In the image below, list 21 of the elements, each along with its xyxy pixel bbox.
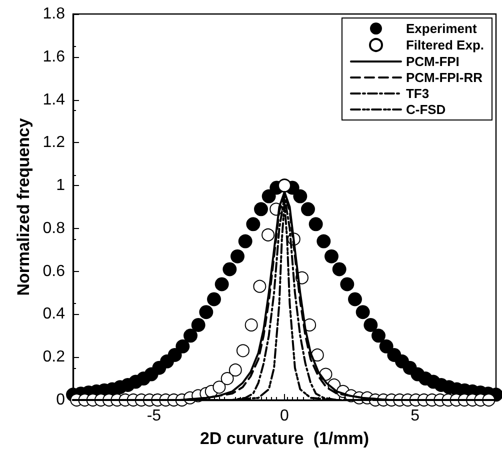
y-tick-label: 0.4	[42, 306, 66, 323]
x-tick-label: 5	[410, 408, 420, 424]
y-tick-label: 1.2	[42, 134, 66, 152]
legend-label: TF3	[406, 86, 430, 101]
y-tick-label: 1.8	[42, 6, 66, 22]
y-tick-label: 0.6	[42, 262, 66, 280]
y-tick-label: 1.4	[42, 91, 66, 108]
legend-label: Filtered Exp.	[406, 38, 484, 52]
y-tick-label: 1	[56, 177, 66, 194]
x-axis-title: 2D curvature (1/mm)	[200, 429, 370, 448]
legend-label: PCM-FPI-RR	[406, 70, 484, 85]
legend-label: Experiment	[406, 21, 478, 36]
legend-label: PCM-FPI	[406, 54, 460, 69]
legend-label: C-FSD	[406, 102, 446, 117]
y-tick-label: 0.8	[42, 220, 66, 237]
y-tick-label: 0	[56, 392, 66, 408]
y-axis-title: Normalized frequency	[14, 118, 33, 296]
y-tick-label: 0.2	[42, 348, 66, 366]
y-tick-label: 1.6	[42, 48, 66, 66]
x-tick-label: -5	[146, 408, 162, 424]
x-tick-label: 0	[280, 408, 290, 424]
